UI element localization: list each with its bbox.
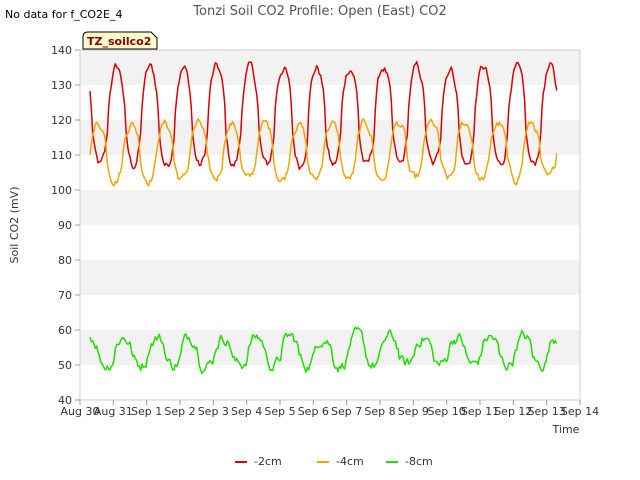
legend-label: -8cm: [405, 455, 433, 468]
site-label-box: TZ_soilco2: [82, 31, 158, 50]
series-line-minus-2cm: [89, 60, 558, 170]
x-axis-label: Time: [552, 423, 580, 436]
y-tick-label: 90: [58, 219, 72, 232]
plot-band: [80, 295, 580, 330]
plot-bands: [80, 50, 580, 400]
x-tick-label: Aug 31: [94, 405, 133, 418]
x-tick-label: Sep 6: [298, 405, 329, 418]
y-tick-label: 140: [51, 44, 72, 57]
y-tick-label: 70: [58, 289, 72, 302]
x-tick-label: Sep 12: [494, 405, 532, 418]
x-tick-label: Sep 2: [164, 405, 195, 418]
y-axis-label: Soil CO2 (mV): [8, 187, 21, 264]
plot-band: [80, 50, 580, 85]
plot-band: [80, 225, 580, 260]
chart-title: Tonzi Soil CO2 Profile: Open (East) CO2: [192, 4, 446, 19]
y-tick-label: 120: [51, 114, 72, 127]
x-tick-label: Sep 1: [131, 405, 162, 418]
legend: -2cm -4cm -8cm: [235, 455, 433, 468]
plot-band: [80, 260, 580, 295]
legend-label: -4cm: [336, 455, 364, 468]
x-tick-label: Sep 5: [264, 405, 295, 418]
y-tick-label: 80: [58, 254, 72, 267]
x-tick-label: Sep 14: [561, 405, 599, 418]
y-tick-label: 60: [58, 324, 72, 337]
y-tick-label: 110: [51, 149, 72, 162]
y-tick-label: 130: [51, 79, 72, 92]
y-tick-label: 40: [58, 394, 72, 407]
data-series: [89, 60, 558, 375]
x-tick-label: Sep 10: [428, 405, 466, 418]
site-label: TZ_soilco2: [87, 35, 151, 48]
x-tick-label: Sep 11: [461, 405, 499, 418]
plot-band: [80, 85, 580, 120]
y-tick-label: 50: [58, 359, 72, 372]
x-tick-label: Sep 9: [398, 405, 429, 418]
site-label-background: [82, 31, 158, 50]
x-tick-label: Sep 7: [331, 405, 362, 418]
plot-band: [80, 330, 580, 365]
plot-band: [80, 365, 580, 400]
x-tick-label: Sep 4: [231, 405, 262, 418]
x-tick-label: Sep 8: [364, 405, 395, 418]
y-axis-ticks: 40 50 60 70 80 90 100 110 120 130 140: [51, 44, 80, 407]
legend-label: -2cm: [254, 455, 282, 468]
y-tick-label: 100: [51, 184, 72, 197]
no-data-note: No data for f_CO2E_4: [5, 8, 123, 21]
series-line-minus-8cm: [89, 326, 558, 375]
x-tick-label: Sep 13: [528, 405, 566, 418]
x-tick-label: Aug 30: [61, 405, 100, 418]
x-tick-label: Sep 3: [198, 405, 229, 418]
plot-band: [80, 190, 580, 225]
series-line-minus-4cm: [89, 117, 558, 187]
